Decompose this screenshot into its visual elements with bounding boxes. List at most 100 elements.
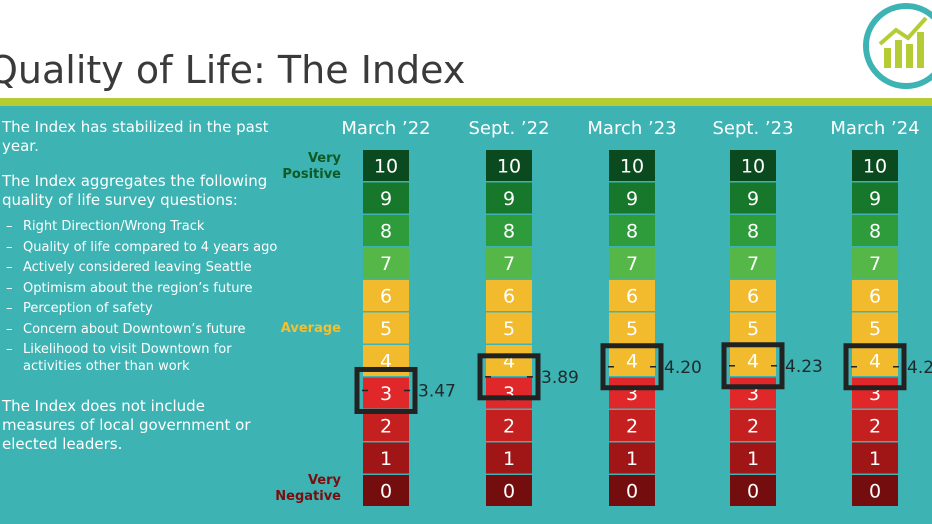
scale-number: 5 <box>503 318 515 340</box>
scale-number: 2 <box>747 415 759 437</box>
score-box <box>600 343 664 391</box>
scale-number: 10 <box>620 155 644 177</box>
scale-number: 10 <box>863 155 887 177</box>
scale-cell <box>486 215 532 246</box>
score-value: 3.89 <box>541 368 579 388</box>
scale-cell <box>852 377 898 409</box>
scale-cell <box>609 410 655 441</box>
scale-cell <box>730 182 776 214</box>
scale-number: 0 <box>869 480 881 502</box>
bullet: Right Direction/Wrong Track <box>2 218 282 235</box>
scale-label: Very <box>308 151 342 166</box>
scale-cell <box>730 442 776 474</box>
scale-cell <box>363 475 409 506</box>
scale-label: Average <box>281 321 341 336</box>
score-value: 4.2 <box>907 358 932 378</box>
scale-number: 2 <box>380 415 392 437</box>
scale-cell <box>852 312 898 344</box>
column-label: March ’22 <box>341 118 430 139</box>
scale-label: Very <box>308 473 342 488</box>
scale-cell <box>730 475 776 506</box>
scale-cell <box>363 215 409 246</box>
bullet-list: Right Direction/Wrong Track Quality of li… <box>2 218 282 375</box>
scale-cell <box>486 442 532 474</box>
scale-label: Positive <box>282 167 341 182</box>
scale-number: 4 <box>380 350 392 372</box>
scale-number: 8 <box>503 220 515 242</box>
scale-number: 9 <box>503 188 515 210</box>
scale-number: 10 <box>497 155 521 177</box>
scale-number: 6 <box>869 285 881 307</box>
scale-cell <box>609 312 655 344</box>
scale-number: 0 <box>747 480 759 502</box>
scale-number: 7 <box>747 253 759 275</box>
scale-number: 2 <box>626 415 638 437</box>
scale-cell <box>730 150 776 181</box>
scale-cell <box>730 377 776 409</box>
scale-cell <box>363 377 409 409</box>
scale-number: 0 <box>380 480 392 502</box>
scale-cell <box>486 182 532 214</box>
scale-number: 1 <box>747 448 759 470</box>
scale-number: 7 <box>869 253 881 275</box>
scale-number: 3 <box>380 383 392 405</box>
paragraph: The Index does not include measures of l… <box>2 397 251 453</box>
scale-number: 10 <box>374 155 398 177</box>
scale-cell <box>609 475 655 506</box>
scale-cell <box>852 475 898 506</box>
scale-cell <box>852 150 898 181</box>
scale-cell <box>609 215 655 246</box>
scale-number: 4 <box>626 350 638 372</box>
scale-cell <box>486 150 532 181</box>
bullet: Concern about Downtown’s future <box>2 321 282 338</box>
scale-cell <box>852 280 898 311</box>
scale-number: 5 <box>747 318 759 340</box>
scale-cell <box>486 247 532 279</box>
scale-cell <box>852 247 898 279</box>
logo <box>863 3 932 89</box>
scale-cell <box>486 410 532 441</box>
scale-number: 8 <box>626 220 638 242</box>
scale-number: 9 <box>626 188 638 210</box>
column-label: Sept. ’23 <box>712 118 793 139</box>
scale-cell <box>363 410 409 441</box>
scale-number: 2 <box>503 415 515 437</box>
scale-cell <box>486 345 532 376</box>
scale-number: 7 <box>380 253 392 275</box>
scale-cell <box>363 280 409 311</box>
column-label: March ’23 <box>587 118 676 139</box>
scale-cell <box>730 312 776 344</box>
scale-cell <box>609 150 655 181</box>
scale-number: 9 <box>747 188 759 210</box>
scale-cell <box>486 280 532 311</box>
scale-cell <box>730 410 776 441</box>
scale-cell <box>852 442 898 474</box>
scale-number: 1 <box>503 448 515 470</box>
scale-cell <box>609 345 655 376</box>
scale-cell <box>730 247 776 279</box>
scale-number: 1 <box>380 448 392 470</box>
header-band <box>0 0 932 98</box>
bullet: Quality of life compared to 4 years ago <box>2 239 282 256</box>
score-box <box>354 366 418 414</box>
scale-number: 0 <box>503 480 515 502</box>
scale-cell <box>363 150 409 181</box>
scale-cell <box>609 247 655 279</box>
bullet: Likelihood to visit Downtown for activit… <box>2 341 282 375</box>
score-value: 4.20 <box>664 358 702 378</box>
scale-cell <box>852 410 898 441</box>
column-label: March ’24 <box>830 118 919 139</box>
scale-number: 6 <box>626 285 638 307</box>
scale-number: 6 <box>380 285 392 307</box>
scale-cell <box>609 442 655 474</box>
scale-number: 4 <box>747 350 759 372</box>
slide-title: Quality of Life: The Index <box>0 48 466 92</box>
scale-number: 5 <box>869 318 881 340</box>
score-box <box>721 342 785 390</box>
scale-cell <box>730 280 776 311</box>
scale-number: 9 <box>380 188 392 210</box>
score-value: 3.47 <box>418 381 456 401</box>
scale-cell <box>730 345 776 376</box>
